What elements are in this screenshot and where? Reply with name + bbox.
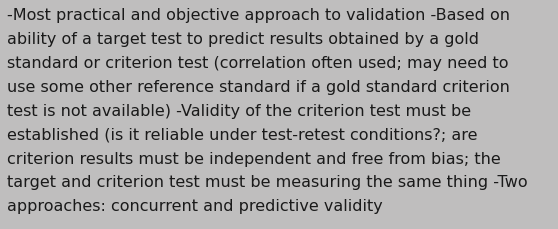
Text: test is not available) -Validity of the criterion test must be: test is not available) -Validity of the …: [7, 103, 472, 118]
Text: criterion results must be independent and free from bias; the: criterion results must be independent an…: [7, 151, 501, 166]
Text: use some other reference standard if a gold standard criterion: use some other reference standard if a g…: [7, 79, 510, 94]
Text: established (is it reliable under test-retest conditions?; are: established (is it reliable under test-r…: [7, 127, 478, 142]
Text: standard or criterion test (correlation often used; may need to: standard or criterion test (correlation …: [7, 56, 509, 71]
Text: -Most practical and objective approach to validation -Based on: -Most practical and objective approach t…: [7, 8, 510, 23]
Text: ability of a target test to predict results obtained by a gold: ability of a target test to predict resu…: [7, 32, 479, 47]
Text: target and criterion test must be measuring the same thing -Two: target and criterion test must be measur…: [7, 175, 528, 190]
Text: approaches: concurrent and predictive validity: approaches: concurrent and predictive va…: [7, 199, 383, 213]
